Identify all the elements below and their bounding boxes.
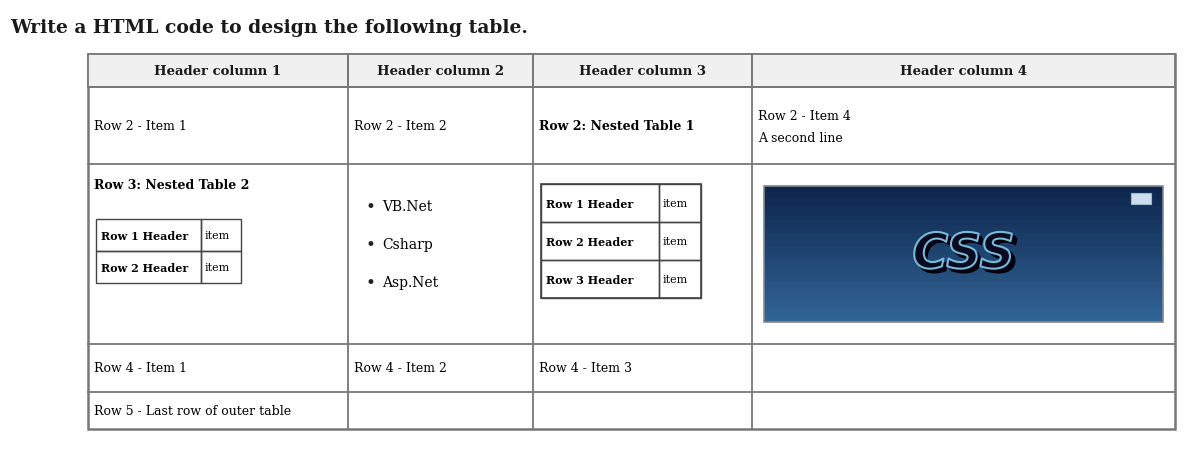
Text: Write a HTML code to design the following table.: Write a HTML code to design the followin…: [10, 19, 528, 37]
Bar: [764, 254, 1164, 261]
Bar: [764, 274, 1164, 281]
Bar: [764, 308, 1164, 315]
Text: Header column 2: Header column 2: [377, 65, 504, 78]
Bar: [764, 220, 1164, 227]
Bar: [764, 207, 1164, 214]
Text: item: item: [206, 230, 231, 241]
Text: Header column 1: Header column 1: [154, 65, 281, 78]
Bar: [88, 55, 1176, 429]
Text: Row 2 Header: Row 2 Header: [101, 262, 189, 273]
Bar: [1131, 194, 1150, 204]
Bar: [201, 252, 240, 283]
Text: CSS: CSS: [915, 235, 1020, 282]
Text: CSS: CSS: [912, 233, 1018, 280]
Text: item: item: [206, 263, 231, 272]
Text: •: •: [365, 197, 375, 216]
Text: Row 4 - Item 2: Row 4 - Item 2: [355, 362, 447, 375]
Bar: [541, 185, 701, 298]
Text: •: •: [365, 274, 375, 291]
Bar: [764, 193, 1164, 200]
Bar: [532, 55, 752, 88]
Text: Header column 3: Header column 3: [579, 65, 706, 78]
Bar: [201, 219, 240, 252]
Text: Row 2 - Item 4: Row 2 - Item 4: [758, 110, 851, 123]
Bar: [764, 288, 1164, 295]
Text: item: item: [664, 274, 689, 285]
Text: CSS: CSS: [912, 230, 1014, 279]
Text: A second line: A second line: [758, 132, 843, 145]
Bar: [764, 268, 1164, 275]
Bar: [88, 55, 349, 88]
Bar: [96, 219, 201, 252]
Bar: [764, 302, 1164, 309]
Bar: [659, 260, 701, 298]
Bar: [764, 315, 1164, 322]
Bar: [764, 187, 1164, 322]
Text: Row 2 - Item 2: Row 2 - Item 2: [355, 120, 447, 133]
Bar: [659, 185, 701, 223]
Bar: [541, 223, 659, 260]
Bar: [659, 223, 701, 260]
Bar: [541, 185, 659, 223]
Bar: [764, 186, 1164, 193]
Text: Csharp: Csharp: [382, 237, 433, 252]
Text: VB.Net: VB.Net: [382, 200, 433, 213]
Text: item: item: [664, 199, 689, 208]
Text: Row 3 Header: Row 3 Header: [546, 274, 633, 285]
Bar: [764, 241, 1164, 248]
Bar: [752, 55, 1176, 88]
Text: Asp.Net: Asp.Net: [382, 275, 438, 289]
Text: Header column 4: Header column 4: [900, 65, 1027, 78]
Bar: [764, 234, 1164, 241]
Bar: [764, 227, 1164, 234]
Text: Row 4 - Item 1: Row 4 - Item 1: [94, 362, 188, 375]
Text: item: item: [664, 236, 689, 246]
Bar: [764, 247, 1164, 254]
Text: CSS: CSS: [911, 230, 1016, 279]
Bar: [764, 281, 1164, 288]
Text: Row 5 - Last row of outer table: Row 5 - Last row of outer table: [94, 404, 291, 417]
Bar: [349, 55, 532, 88]
Bar: [764, 261, 1164, 268]
Text: Row 2: Nested Table 1: Row 2: Nested Table 1: [538, 120, 695, 133]
Text: Row 1 Header: Row 1 Header: [101, 230, 189, 241]
Text: Row 1 Header: Row 1 Header: [546, 198, 633, 209]
Text: •: •: [365, 235, 375, 253]
Text: Row 4 - Item 3: Row 4 - Item 3: [538, 362, 632, 375]
Bar: [96, 252, 201, 283]
Text: Row 3: Nested Table 2: Row 3: Nested Table 2: [94, 179, 249, 191]
Bar: [764, 200, 1164, 207]
Text: Row 2 Header: Row 2 Header: [546, 236, 633, 247]
Bar: [541, 260, 659, 298]
Bar: [764, 213, 1164, 220]
Text: CSS: CSS: [914, 234, 1019, 281]
Bar: [764, 295, 1164, 302]
Text: Row 2 - Item 1: Row 2 - Item 1: [94, 120, 186, 133]
